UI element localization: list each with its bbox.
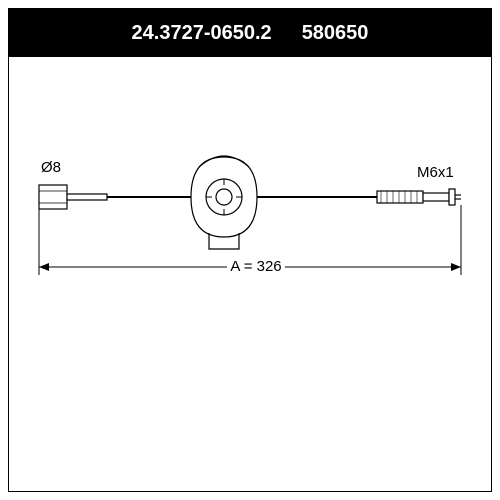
right-sleeve: [377, 191, 423, 203]
right-thread-label: M6x1: [417, 164, 454, 181]
header-bar: 24.3727-0650.2 580650: [9, 9, 491, 57]
threaded-rod: [423, 193, 449, 201]
left-rod: [67, 194, 107, 200]
end-nut: [449, 189, 461, 205]
part-code: 580650: [302, 22, 369, 45]
dimension-label: A = 326: [230, 258, 281, 275]
dimension-a: A = 326: [39, 205, 461, 275]
drawing-area: Ø8: [9, 57, 491, 491]
part-number: 24.3727-0650.2: [132, 22, 272, 45]
left-diameter-label: Ø8: [41, 159, 61, 176]
center-hub: [206, 179, 242, 215]
diagram-frame: 24.3727-0650.2 580650 Ø8: [8, 8, 492, 492]
left-end-fitting: [39, 185, 67, 209]
cable-drawing: Ø8: [9, 57, 491, 491]
